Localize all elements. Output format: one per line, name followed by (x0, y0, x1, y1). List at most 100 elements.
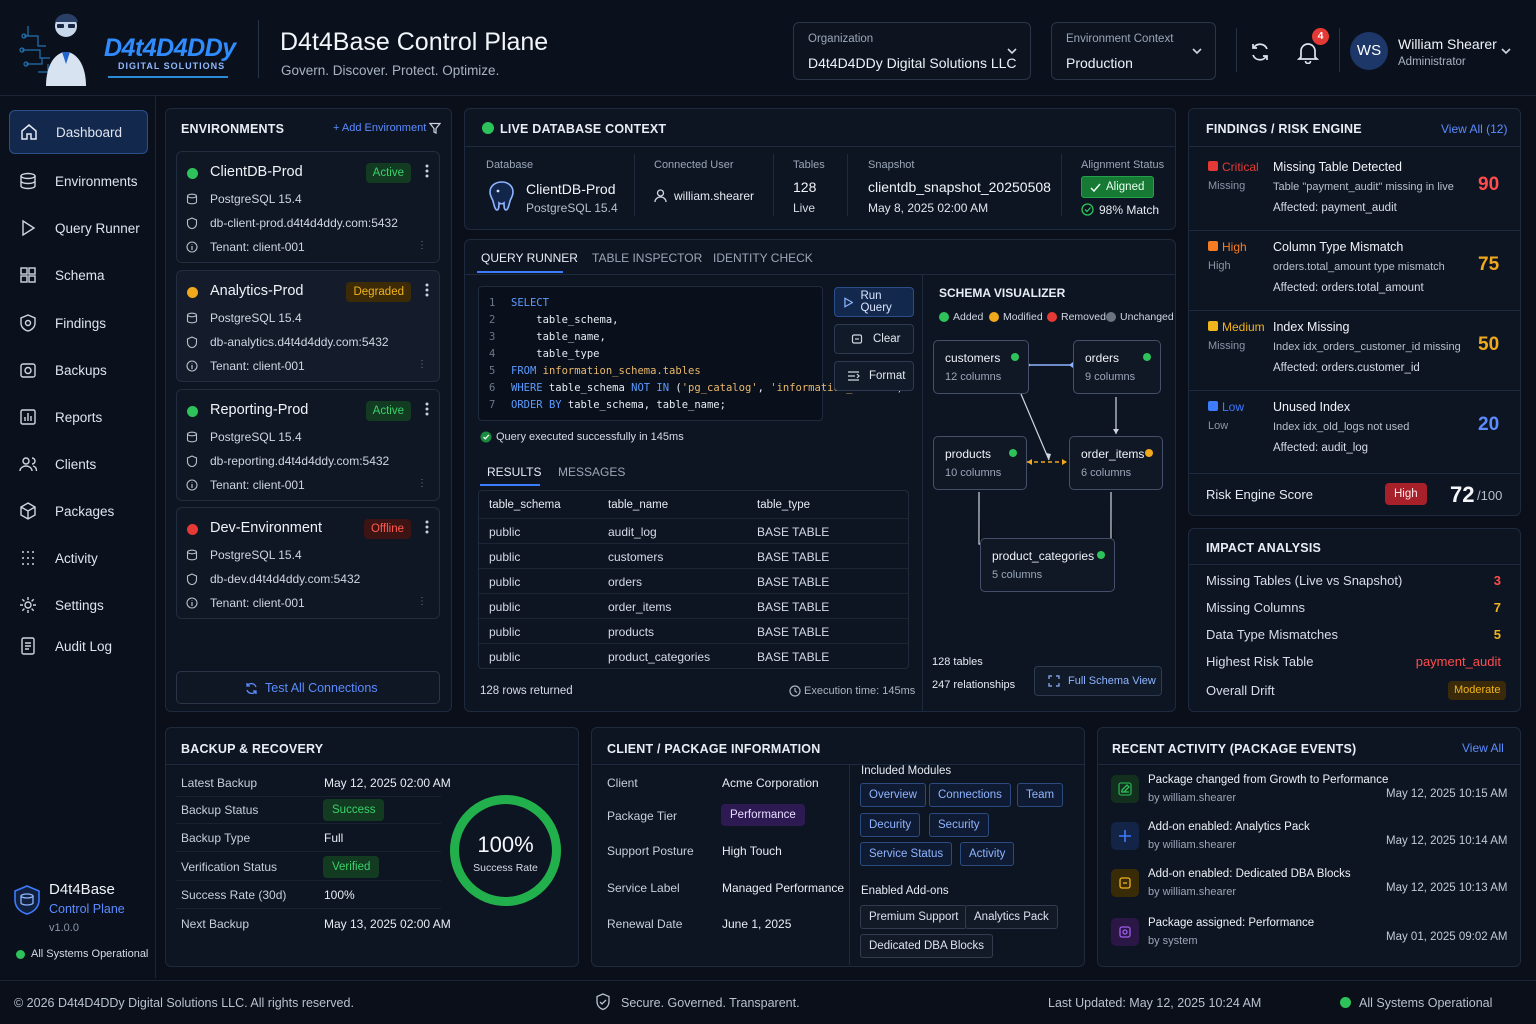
box-icon (1111, 869, 1139, 897)
environment-card[interactable]: Reporting-Prod Active PostgreSQL 15.4 db-re… (176, 389, 440, 501)
activity-title[interactable]: Add-on enabled: Analytics Pack (1148, 821, 1310, 833)
table-cell: BASE TABLE (757, 625, 830, 639)
user-name[interactable]: William Shearer (1398, 36, 1497, 52)
company-logo[interactable]: D4t4D4DDy DIGITAL SOLUTIONS (18, 6, 248, 90)
line-number: 1 (489, 297, 496, 309)
sidebar-item-query-runner[interactable]: Query Runner (9, 206, 148, 250)
schema-node-products[interactable]: products 10 columns (933, 436, 1027, 490)
addon-analytics-pack[interactable]: Analytics Pack (965, 905, 1058, 929)
sidebar-item-packages[interactable]: Packages (9, 489, 148, 533)
sidebar-item-dashboard[interactable]: Dashboard (9, 110, 148, 154)
clear-button[interactable]: Clear (834, 324, 914, 354)
sidebar-item-label: Settings (55, 597, 104, 613)
tab-messages[interactable]: MESSAGES (558, 465, 626, 479)
finding-title[interactable]: Index Missing (1273, 320, 1350, 334)
sidebar-item-schema[interactable]: Schema (9, 253, 148, 297)
column-header[interactable]: table_schema (489, 499, 561, 511)
schema-node-customers[interactable]: customers 12 columns (933, 340, 1029, 394)
module-team[interactable]: Team (1017, 783, 1064, 807)
table-row[interactable]: public orders BASE TABLE (479, 568, 909, 593)
sidebar-item-backups[interactable]: Backups (9, 348, 148, 392)
sidebar-item-settings[interactable]: Settings (9, 583, 148, 627)
snapshot-label: Snapshot (868, 159, 915, 171)
schema-relationships-count: 247 relationships (932, 679, 1016, 691)
full-schema-view-button[interactable]: Full Schema View (1034, 666, 1162, 696)
refresh-icon[interactable] (1249, 41, 1271, 63)
column-header[interactable]: table_type (757, 499, 811, 511)
logo-subtext: DIGITAL SOLUTIONS (118, 61, 226, 71)
add-environment-button[interactable]: + Add Environment (333, 122, 427, 134)
table-cell: customers (608, 550, 664, 564)
run-query-button[interactable]: Run Query (834, 287, 914, 317)
column-header[interactable]: table_name (608, 499, 669, 511)
addon-dedicated-dba-blocks[interactable]: Dedicated DBA Blocks (860, 934, 994, 958)
finding-title[interactable]: Unused Index (1273, 400, 1351, 414)
package-tier-badge: Performance (721, 804, 805, 826)
tab-query-runner[interactable]: QUERY RUNNER (481, 251, 578, 265)
format-button[interactable]: Format (834, 361, 914, 391)
table-row[interactable]: public customers BASE TABLE (479, 543, 909, 568)
activity-title[interactable]: Package changed from Growth to Performan… (1148, 774, 1389, 786)
check-circle-icon (1081, 203, 1094, 216)
test-all-connections-button[interactable]: Test All Connections (176, 671, 440, 704)
sidebar-item-activity[interactable]: Activity (9, 536, 148, 580)
more-options-icon[interactable] (425, 164, 429, 178)
module-activity[interactable]: Activity (960, 842, 1015, 866)
finding-title[interactable]: Column Type Mismatch (1273, 240, 1404, 254)
sidebar-item-reports[interactable]: Reports (9, 395, 148, 439)
finding-title[interactable]: Missing Table Detected (1273, 160, 1403, 174)
bell-icon[interactable] (1297, 40, 1319, 64)
sidebar-item-findings[interactable]: Findings (9, 301, 148, 345)
finding-description: Index idx_old_logs not used (1273, 421, 1410, 433)
more-options-icon[interactable] (425, 520, 429, 534)
environment-context-select[interactable]: Environment Context Production (1051, 22, 1216, 80)
line-number: 3 (489, 331, 496, 343)
environment-card[interactable]: Analytics-Prod Degraded PostgreSQL 15.4 db-… (176, 270, 440, 382)
organization-select[interactable]: Organization D4t4D4DDy Digital Solutions… (793, 22, 1031, 80)
addon-premium-support[interactable]: Premium Support (860, 905, 968, 929)
tab-table-inspector[interactable]: TABLE INSPECTOR (592, 251, 703, 265)
table-cell: order_items (608, 600, 672, 614)
module-security[interactable]: Security (929, 813, 989, 837)
sidebar-item-clients[interactable]: Clients (9, 442, 148, 486)
tables-label: Tables (793, 159, 825, 171)
schema-node-orders[interactable]: orders 9 columns (1073, 340, 1161, 394)
sidebar-item-environments[interactable]: Environments (9, 159, 148, 203)
module-decurity[interactable]: Decurity (860, 813, 921, 837)
active-tab-indicator (477, 271, 563, 273)
activity-title[interactable]: Package assigned: Performance (1148, 917, 1315, 929)
table-row[interactable]: public audit_log BASE TABLE (479, 518, 909, 543)
table-row[interactable]: public product_categories BASE TABLE (479, 643, 909, 668)
environment-card[interactable]: ClientDB-Prod Active PostgreSQL 15.4 db-cli… (176, 151, 440, 263)
client-value: Acme Corporation (722, 776, 819, 790)
environment-card[interactable]: Dev-Environment Offline PostgreSQL 15.4 db-… (176, 507, 440, 619)
user-menu-chevron-icon[interactable] (1500, 45, 1512, 57)
schema-node-order-items[interactable]: order_items 6 columns (1069, 436, 1163, 490)
module-service-status[interactable]: Service Status (860, 842, 953, 866)
environment-host: db-analytics.d4t4d4ddy.com:5432 (210, 335, 389, 349)
tab-results[interactable]: RESULTS (487, 465, 542, 479)
backup-recovery-panel (165, 727, 579, 967)
schema-node-product-categories[interactable]: product_categories 5 columns (980, 538, 1115, 592)
brand-subtitle: Control Plane (49, 902, 125, 916)
module-overview[interactable]: Overview (860, 783, 926, 807)
last-updated: Last Updated: May 12, 2025 10:24 AM (1048, 996, 1262, 1010)
more-options-icon[interactable] (425, 283, 429, 297)
filter-icon[interactable] (429, 122, 441, 134)
tab-identity-check[interactable]: IDENTITY CHECK (713, 251, 813, 265)
sidebar-item-audit-log[interactable]: Audit Log (9, 624, 148, 668)
table-row[interactable]: public products BASE TABLE (479, 618, 909, 643)
module-connections[interactable]: Connections (929, 783, 1011, 807)
sql-editor[interactable] (478, 286, 823, 421)
status-dot (1340, 997, 1351, 1008)
line-number: 6 (489, 382, 496, 394)
more-options-icon[interactable] (425, 402, 429, 416)
system-status: All Systems Operational (31, 948, 149, 960)
table-row[interactable]: public order_items BASE TABLE (479, 593, 909, 618)
user-avatar[interactable]: WS (1350, 32, 1388, 70)
tables-count: 128 (793, 179, 817, 195)
activity-view-all-link[interactable]: View All (1462, 741, 1504, 755)
activity-title[interactable]: Add-on enabled: Dedicated DBA Blocks (1148, 868, 1351, 880)
findings-view-all-link[interactable]: View All (12) (1441, 122, 1508, 136)
severity-sublabel: Missing (1208, 340, 1246, 352)
